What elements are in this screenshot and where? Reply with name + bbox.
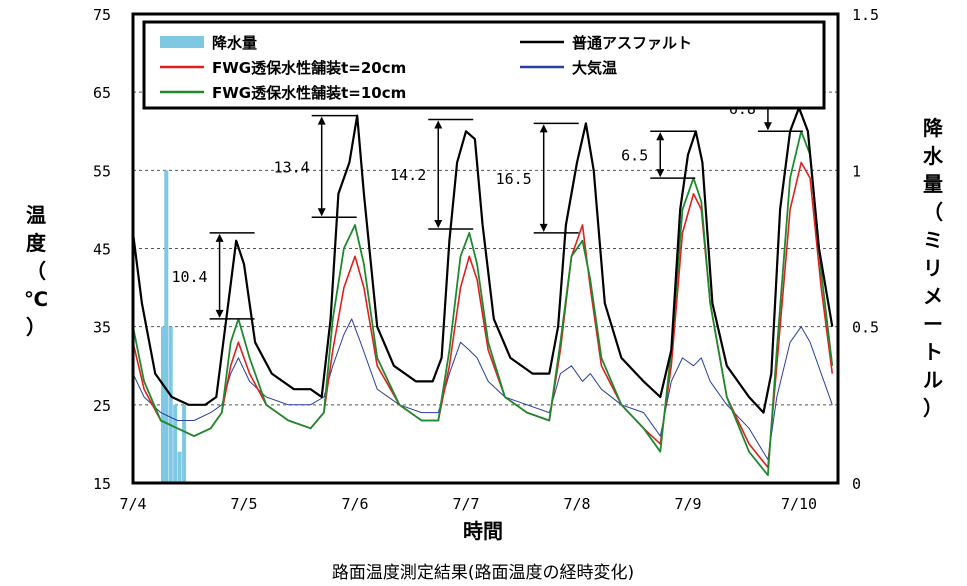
x-tick-label: 7/8	[563, 495, 590, 513]
plot-frame	[131, 12, 840, 485]
x-tick-label: 7/7	[452, 495, 479, 513]
x-tick-label: 7/6	[341, 495, 368, 513]
precipitation-bar	[177, 451, 182, 483]
axis-title-glyph: ℃	[24, 287, 48, 311]
axis-title-glyph: 温	[26, 203, 46, 227]
axis-title-glyph: 降	[923, 116, 944, 140]
difference-arrow-head	[317, 116, 326, 125]
y2-axis-title: 降水量 （ ミリメートル ）	[923, 116, 944, 420]
axis-title-glyph: メ	[923, 284, 943, 308]
chart-caption: 路面温度測定結果(路面温度の経時変化)	[332, 563, 634, 583]
x-tick-label: 7/9	[674, 495, 701, 513]
difference-arrow-head	[317, 208, 326, 217]
y2-tick-label: 1.5	[852, 6, 879, 24]
legend-label: 大気温	[572, 59, 617, 77]
y-tick-label: 65	[93, 84, 111, 102]
axis-title-glyph: ー	[923, 312, 943, 336]
difference-arrow-head	[434, 219, 443, 228]
difference-label: 13.4	[274, 158, 310, 176]
legend-label: FWG透保水性舗装t=20cm	[212, 59, 406, 77]
difference-label: 6.5	[621, 147, 648, 165]
precipitation-bar	[160, 326, 165, 483]
series-line	[131, 106, 834, 414]
y2-tick-label: 0	[852, 475, 861, 493]
precipitation-bars	[160, 170, 187, 484]
series-line	[132, 130, 834, 477]
series-line	[132, 318, 833, 461]
axis-title-glyph: 量	[923, 172, 943, 196]
axis-title-glyph: （	[26, 259, 46, 283]
y-tick-label: 75	[93, 6, 111, 24]
precipitation-bar	[173, 404, 178, 483]
y-axis-ticks: 15 25 35 45 55 65 75	[93, 6, 111, 493]
legend-swatch	[160, 36, 204, 48]
difference-arrow-head	[539, 124, 548, 133]
axis-title-glyph: 度	[26, 231, 47, 255]
series-lines	[131, 106, 834, 477]
axis-title-glyph: リ	[923, 256, 943, 280]
legend-label: FWG透保水性舗装t=10cm	[212, 84, 406, 102]
precipitation-bar	[168, 326, 173, 483]
series-line	[132, 161, 834, 469]
axis-title-glyph: ト	[923, 340, 943, 364]
difference-label: 14.2	[390, 166, 426, 184]
precipitation-bar	[164, 170, 169, 484]
y-tick-label: 45	[93, 241, 111, 259]
axis-title-glyph: 水	[923, 144, 944, 168]
legend-label: 降水量	[212, 34, 257, 52]
difference-arrow-head	[539, 223, 548, 232]
y2-axis-ticks: 0 0.5 1 1.5	[852, 6, 879, 493]
difference-label: 10.4	[171, 268, 207, 286]
y2-tick-label: 1	[852, 162, 861, 180]
legend-label: 普通アスファルト	[572, 34, 692, 52]
precipitation-bar	[182, 404, 187, 483]
axis-title-glyph: ル	[923, 368, 943, 392]
axis-title-glyph: （	[923, 200, 943, 224]
y-tick-label: 15	[93, 475, 111, 493]
difference-arrow-head	[215, 309, 224, 318]
difference-arrow-head	[656, 169, 665, 178]
difference-arrow-head	[215, 233, 224, 242]
y2-tick-label: 0.5	[852, 319, 879, 337]
y-tick-label: 35	[93, 319, 111, 337]
legend-box	[142, 20, 826, 110]
axis-title-glyph: ）	[923, 396, 943, 420]
difference-arrow-head	[434, 120, 443, 129]
y-tick-label: 55	[93, 162, 111, 180]
difference-arrow-head	[763, 122, 772, 131]
y-axis-title: 温度 （ ℃ ）	[24, 203, 48, 339]
legend: 降水量 普通アスファルト FWG透保水性舗装t=20cm 大気温 FWG透保水性舗装t=…	[142, 20, 826, 110]
x-tick-label: 7/10	[781, 495, 817, 513]
x-tick-label: 7/5	[230, 495, 257, 513]
x-axis-ticks: 7/4 7/5 7/6 7/7 7/8 7/9 7/10	[119, 495, 817, 513]
y-tick-label: 25	[93, 397, 111, 415]
x-axis-title: 時間	[463, 519, 503, 543]
axis-title-glyph: ）	[26, 315, 46, 339]
difference-arrow-head	[656, 132, 665, 141]
x-tick-label: 7/4	[119, 495, 146, 513]
axis-title-glyph: ミ	[923, 228, 943, 252]
difference-label: 16.5	[496, 170, 532, 188]
